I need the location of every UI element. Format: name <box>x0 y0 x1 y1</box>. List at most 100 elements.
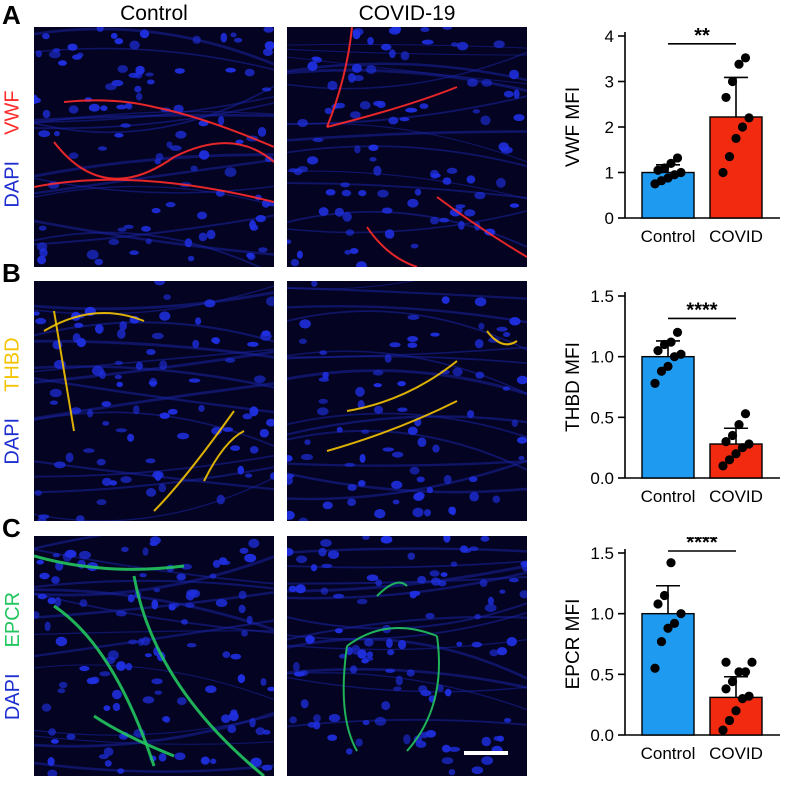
nucleus <box>347 498 357 506</box>
data-point <box>656 366 667 376</box>
nucleus <box>499 589 506 594</box>
nucleus <box>480 536 490 542</box>
nucleus <box>173 104 184 114</box>
nucleus <box>184 238 193 248</box>
nucleus <box>407 426 418 435</box>
nucleus <box>169 145 182 151</box>
nucleus <box>127 433 135 442</box>
nucleus <box>382 447 395 452</box>
nucleus <box>129 40 140 50</box>
tissue-fiber <box>34 588 274 631</box>
nucleus <box>310 564 318 572</box>
nucleus <box>502 386 510 391</box>
nucleus <box>230 709 238 716</box>
nucleus <box>123 224 134 229</box>
nucleus <box>133 405 140 415</box>
nucleus <box>83 448 95 453</box>
nucleus <box>503 332 511 337</box>
nucleus <box>392 451 404 458</box>
data-point <box>718 167 728 178</box>
nucleus <box>100 105 108 111</box>
nucleus <box>96 458 106 466</box>
tissue-fiber <box>34 579 274 590</box>
nucleus <box>345 229 355 236</box>
nucleus <box>181 619 188 625</box>
nucleus <box>374 716 387 726</box>
tissue-fiber <box>34 214 274 246</box>
nucleus <box>471 641 482 648</box>
nucleus <box>451 42 459 47</box>
nucleus <box>259 428 269 438</box>
nucleus <box>295 584 306 594</box>
tissue-fiber <box>287 637 527 680</box>
nucleus <box>76 515 85 521</box>
nucleus <box>426 486 433 494</box>
nucleus <box>167 408 178 415</box>
nucleus <box>266 201 274 207</box>
nucleus <box>139 29 150 39</box>
data-point <box>659 590 670 601</box>
nucleus <box>42 109 51 119</box>
nucleus <box>437 684 444 692</box>
nucleus <box>185 591 195 601</box>
nucleus <box>38 225 47 231</box>
nucleus <box>48 50 61 59</box>
tissue-fiber <box>287 676 527 693</box>
nucleus <box>195 317 202 325</box>
nucleus <box>492 495 501 504</box>
tissue-fiber <box>287 310 527 351</box>
nucleus <box>352 28 364 36</box>
nucleus <box>163 294 171 300</box>
nucleus <box>149 536 161 545</box>
nucleus <box>448 769 456 776</box>
bar-covid <box>709 116 763 219</box>
marker-stain <box>376 581 408 597</box>
nucleus <box>145 458 156 464</box>
counterstain-label-c: DAPI <box>2 673 25 721</box>
tissue-fiber <box>34 285 274 315</box>
nucleus <box>112 689 122 700</box>
nucleus <box>317 407 329 416</box>
nucleus <box>159 412 170 419</box>
x-tick-label: Control <box>641 744 696 763</box>
nucleus <box>149 377 158 388</box>
nucleus <box>474 339 484 349</box>
nucleus <box>165 201 176 208</box>
column-header-covid: COVID-19 <box>358 2 456 25</box>
nucleus <box>135 361 143 370</box>
nucleus <box>238 604 246 614</box>
nucleus <box>101 401 112 407</box>
tissue-fiber <box>287 182 527 199</box>
nucleus <box>398 639 407 650</box>
nucleus <box>484 228 496 236</box>
nucleus <box>511 419 518 427</box>
tissue-fiber <box>34 761 274 773</box>
nucleus <box>430 577 441 586</box>
marker-stain <box>486 330 518 346</box>
nucleus <box>287 476 293 485</box>
nucleus <box>41 703 52 712</box>
tissue-fiber <box>34 714 274 736</box>
data-point <box>727 677 738 687</box>
nucleus <box>115 610 127 617</box>
bar-chart-vwf: 0 1 2 3 4 VWF MFI Control COVID ** <box>563 25 780 246</box>
nucleus <box>340 182 350 188</box>
nucleus <box>158 753 167 762</box>
nucleus <box>354 145 361 154</box>
nucleus <box>403 734 411 745</box>
tissue-fiber <box>34 158 274 195</box>
nucleus <box>246 615 253 625</box>
stain-label-c: DAPI EPCR <box>0 537 26 775</box>
marker-stain <box>326 400 458 452</box>
nucleus <box>389 342 401 348</box>
nucleus <box>237 674 246 684</box>
tissue-fiber <box>34 477 274 521</box>
nucleus <box>114 38 124 45</box>
nucleus <box>503 718 512 723</box>
nucleus <box>418 685 428 693</box>
nucleus <box>94 258 104 266</box>
nucleus <box>409 590 421 596</box>
nucleus <box>417 575 427 584</box>
nucleus <box>366 651 374 659</box>
nucleus <box>324 107 333 115</box>
